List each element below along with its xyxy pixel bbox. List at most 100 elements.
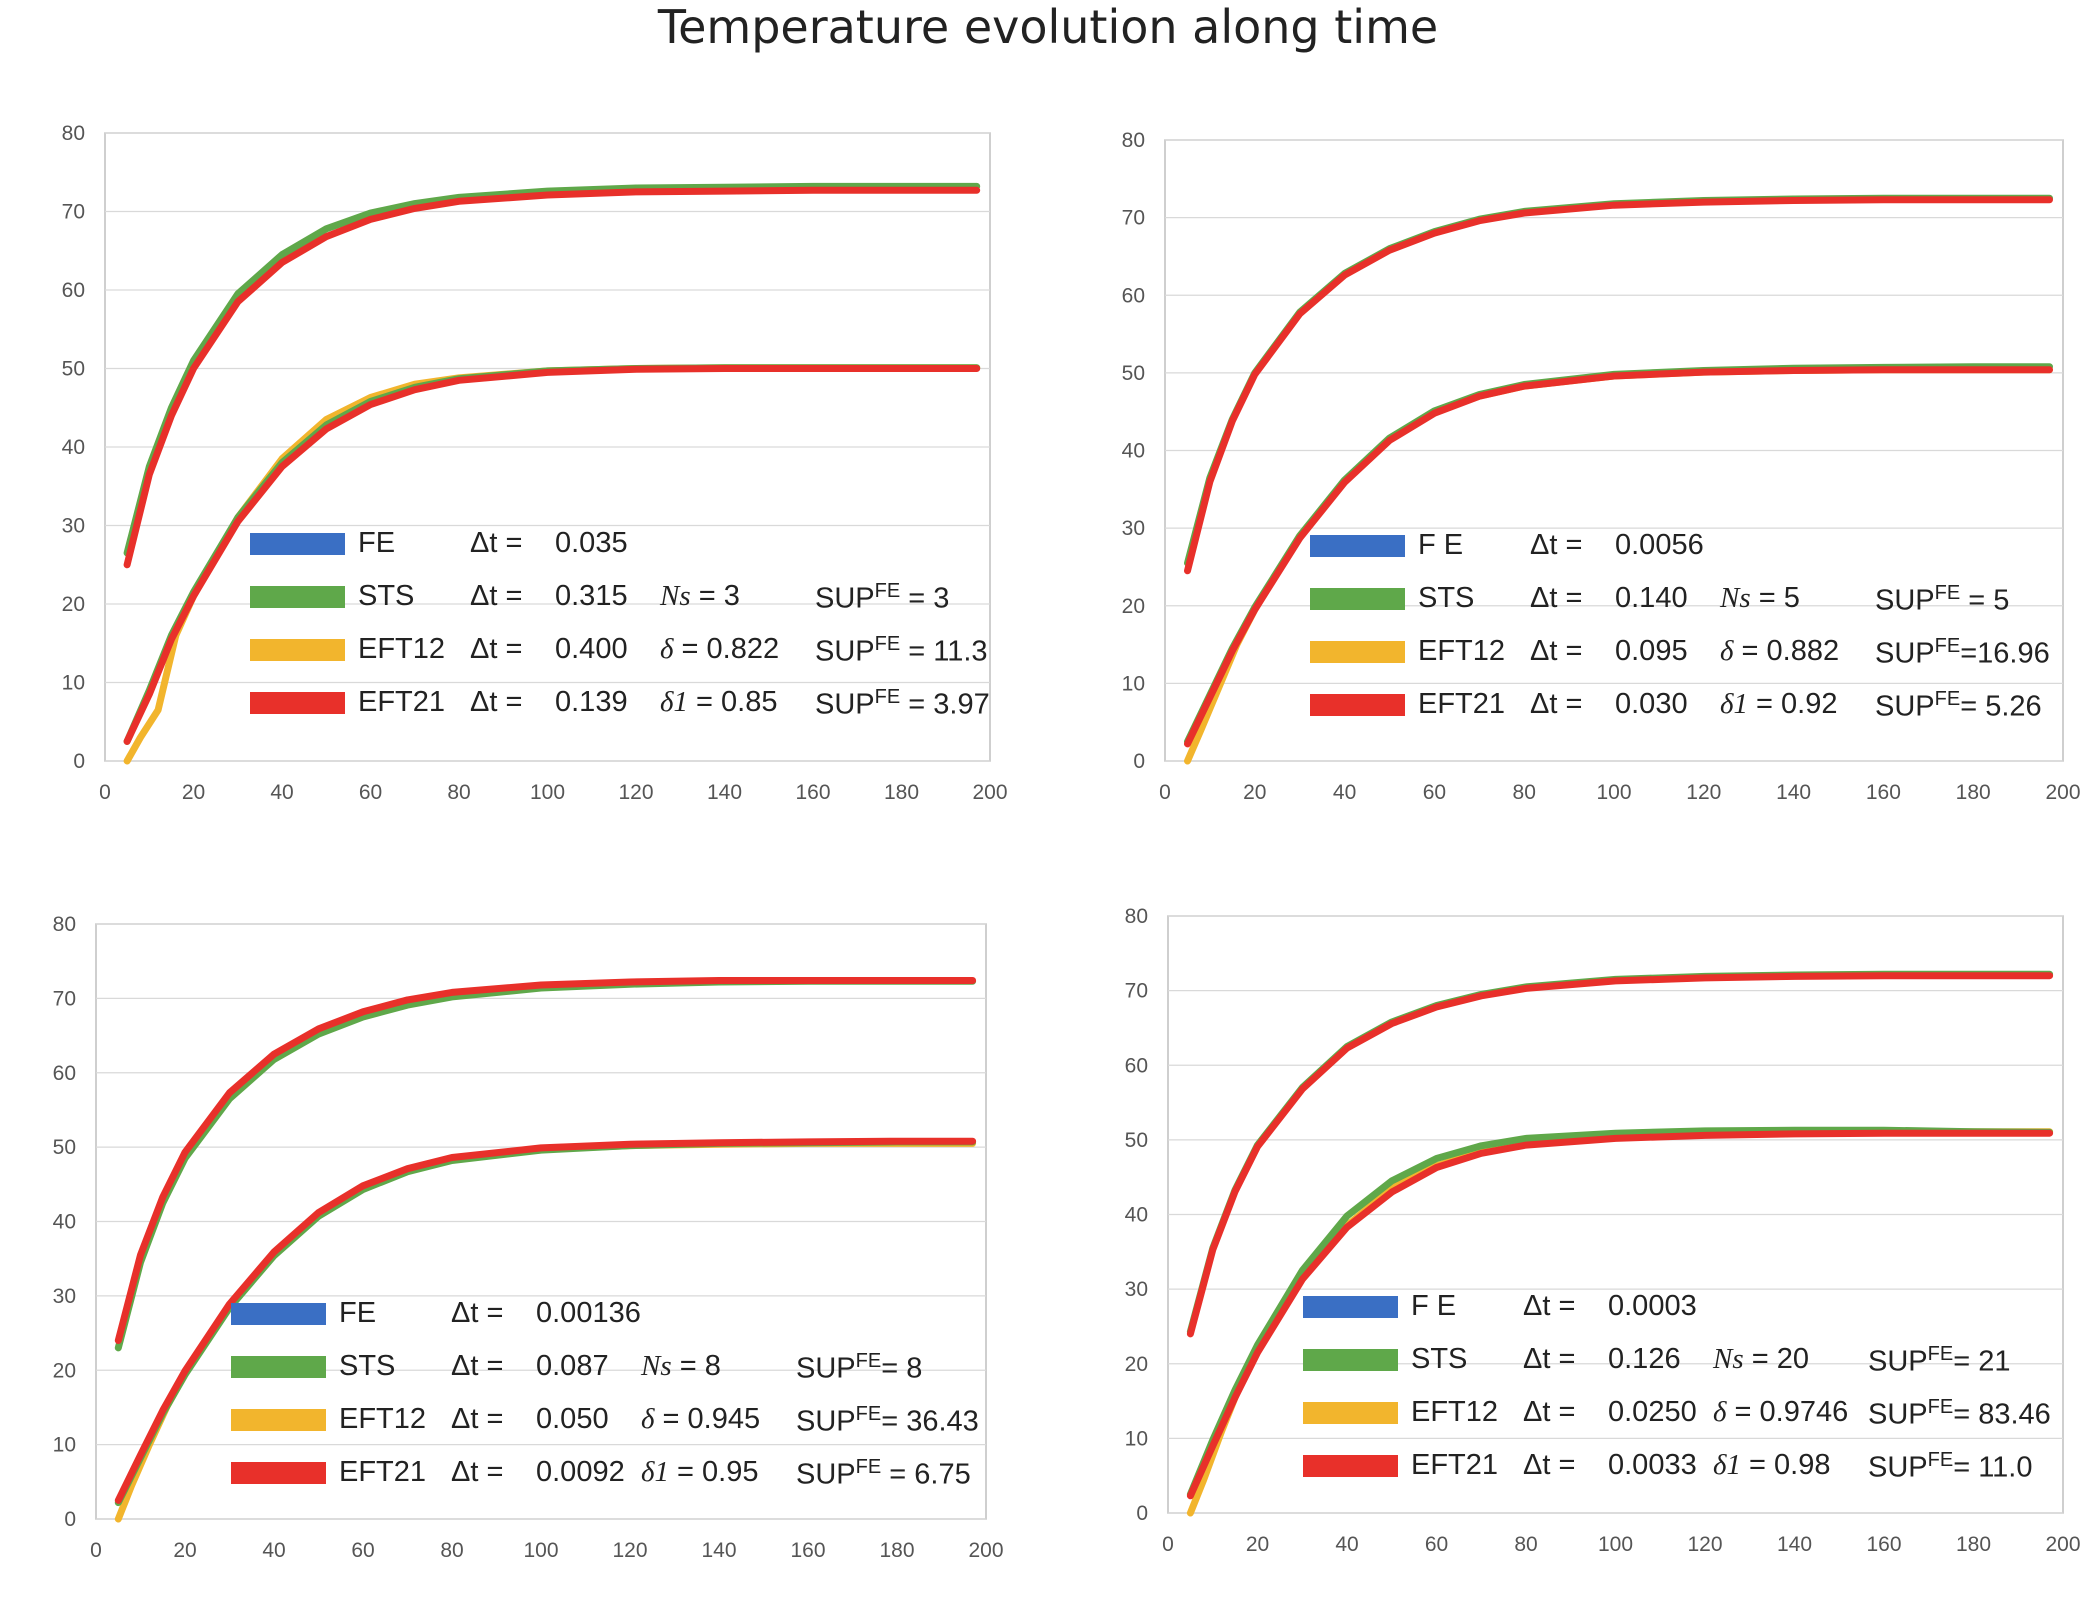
legend-dt-value: 0.0033 xyxy=(1608,1449,1697,1482)
legend-series-name: FE xyxy=(339,1296,377,1329)
legend-series-name: EFT12 xyxy=(1411,1396,1499,1429)
x-tick-label: 80 xyxy=(1513,781,1536,804)
x-tick-label: 200 xyxy=(2045,1533,2080,1556)
legend-series-name: EFT21 xyxy=(1418,688,1506,721)
legend-dt-label: Δt = xyxy=(470,685,523,718)
legend-param-label: δ xyxy=(1713,1396,1727,1429)
y-tick-label: 10 xyxy=(53,1434,76,1457)
legend-speedup-label: SUP xyxy=(796,1405,856,1438)
y-tick-label: 80 xyxy=(62,122,85,145)
x-tick-label: 20 xyxy=(1246,1533,1269,1556)
legend-item-sts: STS Δt = 0.126 Ns = 20 SUPFE= 21 xyxy=(1303,1343,2096,1378)
x-tick-label: 120 xyxy=(618,781,653,804)
legend-swatch xyxy=(231,1355,326,1378)
legend-swatch xyxy=(1310,641,1405,664)
legend-param-label: δ1 xyxy=(1713,1449,1741,1482)
legend-item-fe: F E Δt = 0.0056 xyxy=(1310,529,2096,563)
y-tick-label: 20 xyxy=(1122,595,1145,618)
x-tick-label: 60 xyxy=(359,781,382,804)
legend-item-eft21: EFT21 Δt = 0.030 δ1 = 0.92 SUPFE= 5.26 xyxy=(1310,688,2096,724)
x-tick-label: 140 xyxy=(1776,781,1811,804)
x-tick-label: 200 xyxy=(968,1539,1003,1562)
x-tick-label: 140 xyxy=(1777,1533,1812,1556)
legend-speedup: SUPFE= 5.26 xyxy=(1875,688,2042,724)
legend-series-name: EFT21 xyxy=(339,1455,427,1488)
legend-dt-value: 0.400 xyxy=(555,632,628,665)
legend-speedup-superscript: FE xyxy=(855,1455,882,1478)
x-tick-label: 80 xyxy=(1514,1533,1537,1556)
y-tick-label: 20 xyxy=(1125,1353,1148,1376)
legend-dt-value: 0.030 xyxy=(1615,688,1688,721)
y-tick-label: 70 xyxy=(1122,207,1145,230)
x-tick-label: 200 xyxy=(972,781,1007,804)
legend-item-sts: STS Δt = 0.315 Ns = 3 SUPFE = 3 xyxy=(250,580,1050,614)
y-tick-label: 20 xyxy=(62,593,85,616)
legend-speedup-label: SUP xyxy=(796,1352,856,1385)
series-line-sts-point-b xyxy=(1186,970,2054,1336)
legend-dt-label: Δt = xyxy=(451,1296,504,1329)
x-tick-label: 120 xyxy=(1686,781,1721,804)
legend-dt-value: 0.0092 xyxy=(536,1455,625,1488)
x-tick-label: 100 xyxy=(530,781,565,804)
legend-series-name: STS xyxy=(1411,1343,1468,1376)
series-line-eft21-point-b xyxy=(123,186,981,569)
legend-speedup: SUPFE = 5 xyxy=(1875,582,2009,618)
y-tick-label: 0 xyxy=(1133,750,1145,773)
y-tick-label: 30 xyxy=(53,1285,76,1308)
legend-speedup: SUPFE= 83.46 xyxy=(1868,1396,2051,1432)
legend-param-value: = 0.95 xyxy=(668,1455,759,1488)
legend-speedup: SUPFE = 6.75 xyxy=(796,1456,971,1492)
legend-speedup-value: = 5 xyxy=(1960,584,2010,617)
legend-speedup: SUPFE= 8 xyxy=(796,1350,922,1386)
y-tick-label: 70 xyxy=(1125,980,1148,1003)
legend-swatch xyxy=(231,1461,326,1484)
x-tick-label: 40 xyxy=(270,781,293,804)
legend-param: δ1 = 0.95 xyxy=(641,1456,758,1489)
legend-param-label: Ns xyxy=(641,1349,672,1382)
legend-series-name: EFT21 xyxy=(1411,1449,1499,1482)
legend-dt-label: Δt = xyxy=(470,526,523,559)
legend-swatch xyxy=(250,691,345,714)
legend-speedup-value: = 3.97 xyxy=(900,688,990,721)
legend-swatch xyxy=(1303,1455,1398,1478)
legend-param-label: δ1 xyxy=(1720,688,1748,721)
x-tick-label: 0 xyxy=(1162,1533,1174,1556)
series-line-eft21-point-a xyxy=(1184,366,2053,748)
legend-speedup: SUPFE = 3 xyxy=(815,580,949,616)
legend-swatch xyxy=(231,1408,326,1431)
x-tick-label: 40 xyxy=(1335,1533,1358,1556)
x-tick-label: 20 xyxy=(1243,781,1266,804)
y-tick-label: 10 xyxy=(1122,672,1145,695)
legend-series-name: FE xyxy=(358,526,396,559)
legend-dt-label: Δt = xyxy=(470,632,523,665)
legend-dt-label: Δt = xyxy=(451,1349,504,1382)
legend-speedup: SUPFE=16.96 xyxy=(1875,635,2050,671)
legend-speedup-value: =16.96 xyxy=(1960,637,2050,670)
legend-series-name: F E xyxy=(1411,1290,1457,1323)
legend-item-eft12: EFT12 Δt = 0.400 δ = 0.822 SUPFE = 11.3 xyxy=(250,633,1050,667)
legend-speedup-label: SUP xyxy=(815,582,875,615)
x-tick-label: 200 xyxy=(2045,781,2080,804)
y-tick-label: 0 xyxy=(64,1508,76,1531)
legend-param: δ = 0.945 xyxy=(641,1403,760,1436)
legend-swatch xyxy=(250,585,345,608)
legend-dt-label: Δt = xyxy=(1530,635,1583,668)
legend-param-value: = 0.92 xyxy=(1747,688,1838,721)
legend-speedup-superscript: FE xyxy=(1934,635,1961,658)
y-tick-label: 60 xyxy=(1125,1054,1148,1077)
legend-swatch xyxy=(1310,535,1405,558)
legend-param: Ns = 20 xyxy=(1713,1343,1809,1376)
legend-param-label: δ xyxy=(1720,635,1734,668)
x-tick-label: 140 xyxy=(707,781,742,804)
legend-speedup-superscript: FE xyxy=(855,1349,882,1372)
legend-dt-value: 0.035 xyxy=(555,526,628,559)
legend-param-label: Ns xyxy=(660,579,691,612)
legend-param-value: = 5 xyxy=(1750,582,1800,615)
x-tick-label: 0 xyxy=(90,1539,102,1562)
legend-dt-value: 0.0056 xyxy=(1615,529,1704,562)
legend-speedup-label: SUP xyxy=(815,635,875,668)
legend-series-name: STS xyxy=(339,1349,396,1382)
legend-speedup: SUPFE = 3.97 xyxy=(815,686,990,722)
x-tick-label: 40 xyxy=(1333,781,1356,804)
x-tick-label: 160 xyxy=(1866,1533,1901,1556)
